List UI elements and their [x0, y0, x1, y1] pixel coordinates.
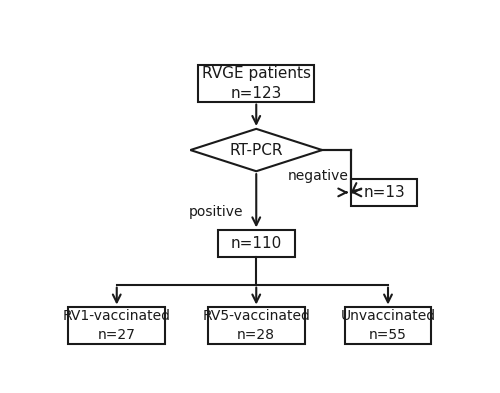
FancyBboxPatch shape	[218, 230, 295, 257]
FancyBboxPatch shape	[351, 179, 417, 206]
FancyBboxPatch shape	[346, 307, 430, 344]
FancyBboxPatch shape	[198, 65, 314, 102]
FancyBboxPatch shape	[68, 307, 165, 344]
Text: n=13: n=13	[363, 185, 405, 200]
Text: RVGE patients
n=123: RVGE patients n=123	[202, 66, 311, 101]
Polygon shape	[190, 129, 322, 171]
Text: RT-PCR: RT-PCR	[230, 143, 283, 158]
Text: positive: positive	[188, 205, 243, 219]
Text: RV1-vaccinated
n=27: RV1-vaccinated n=27	[63, 309, 171, 342]
Text: Unvaccinated
n=55: Unvaccinated n=55	[340, 309, 436, 342]
Text: RV5-vaccinated
n=28: RV5-vaccinated n=28	[202, 309, 310, 342]
Text: n=110: n=110	[230, 236, 282, 252]
Text: negative: negative	[288, 169, 348, 183]
FancyBboxPatch shape	[208, 307, 304, 344]
